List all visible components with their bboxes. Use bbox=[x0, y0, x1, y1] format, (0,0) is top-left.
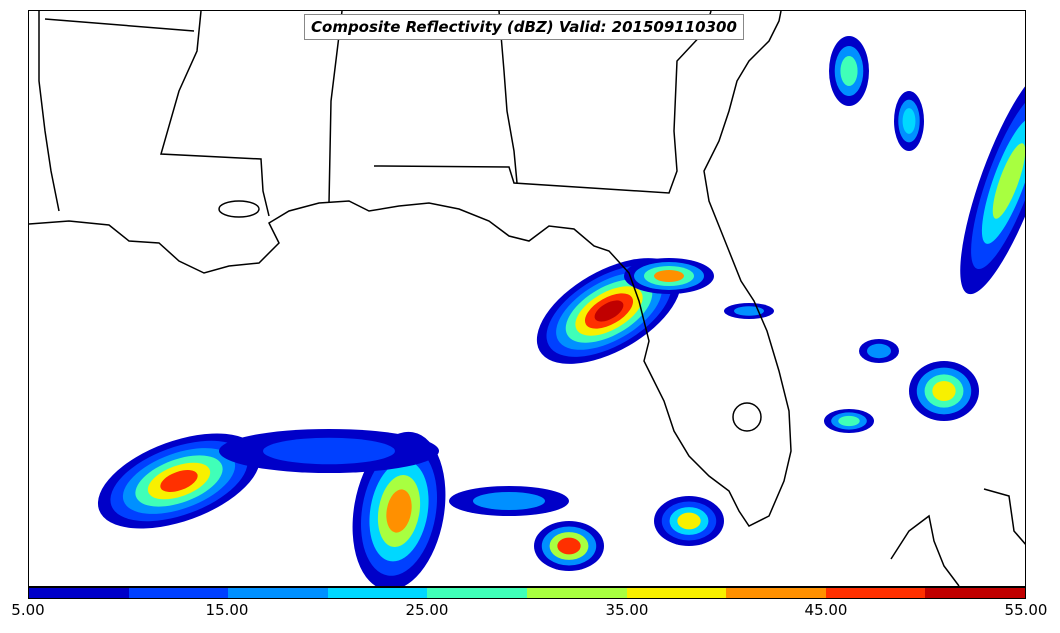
radar-echo bbox=[594, 300, 624, 322]
radar-echo bbox=[654, 270, 684, 282]
colorbar-segment bbox=[825, 588, 926, 598]
colorbar-segment bbox=[29, 588, 129, 598]
colorbar-segment bbox=[327, 588, 428, 598]
radar-map bbox=[28, 10, 1026, 587]
colorbar-segment bbox=[526, 588, 627, 598]
radar-echoes bbox=[97, 36, 1025, 586]
radar-echo bbox=[838, 415, 860, 427]
radar-echo bbox=[867, 343, 891, 359]
colorbar-tick: 25.00 bbox=[405, 601, 449, 619]
radar-echo bbox=[932, 381, 956, 401]
colorbar-tick: 55.00 bbox=[1004, 601, 1048, 619]
gulf-coastline bbox=[29, 11, 792, 527]
radar-echo bbox=[992, 143, 1025, 219]
cuba-coastline bbox=[890, 514, 960, 586]
radar-echo bbox=[473, 492, 545, 510]
colorbar-segment bbox=[427, 588, 527, 598]
map-title: Composite Reflectivity (dBZ) Valid: 2015… bbox=[304, 14, 744, 40]
colorbar-segment bbox=[726, 588, 826, 598]
colorbar-tick: 45.00 bbox=[804, 601, 848, 619]
state-border-al-ga bbox=[328, 11, 343, 204]
state-border-fl-panhandle bbox=[373, 11, 712, 194]
lake-okeechobee bbox=[732, 402, 762, 432]
state-border-ga-fl bbox=[498, 11, 518, 184]
radar-echo bbox=[263, 437, 395, 465]
map-canvas bbox=[29, 11, 1025, 586]
state-border-ms-north bbox=[44, 18, 195, 32]
radar-echo bbox=[557, 537, 581, 555]
lake-pontchartrain bbox=[218, 200, 260, 218]
colorbar-tick: 5.00 bbox=[11, 601, 45, 619]
colorbar-segment bbox=[128, 588, 229, 598]
state-border-la-ms bbox=[38, 11, 60, 212]
radar-echo bbox=[902, 108, 916, 134]
colorbar-segment bbox=[925, 588, 1025, 598]
radar-echo bbox=[160, 470, 198, 492]
colorbar-segment bbox=[228, 588, 328, 598]
colorbar-tick: 15.00 bbox=[205, 601, 249, 619]
radar-echo bbox=[840, 56, 858, 86]
radar-echo bbox=[677, 512, 701, 530]
radar-echo bbox=[386, 489, 412, 533]
colorbar bbox=[28, 587, 1026, 599]
bahamas-coastline bbox=[983, 488, 1025, 545]
state-border-ms-al bbox=[160, 11, 270, 217]
map-borders bbox=[29, 11, 1025, 586]
colorbar-tick: 35.00 bbox=[605, 601, 649, 619]
colorbar-segment bbox=[626, 588, 727, 598]
